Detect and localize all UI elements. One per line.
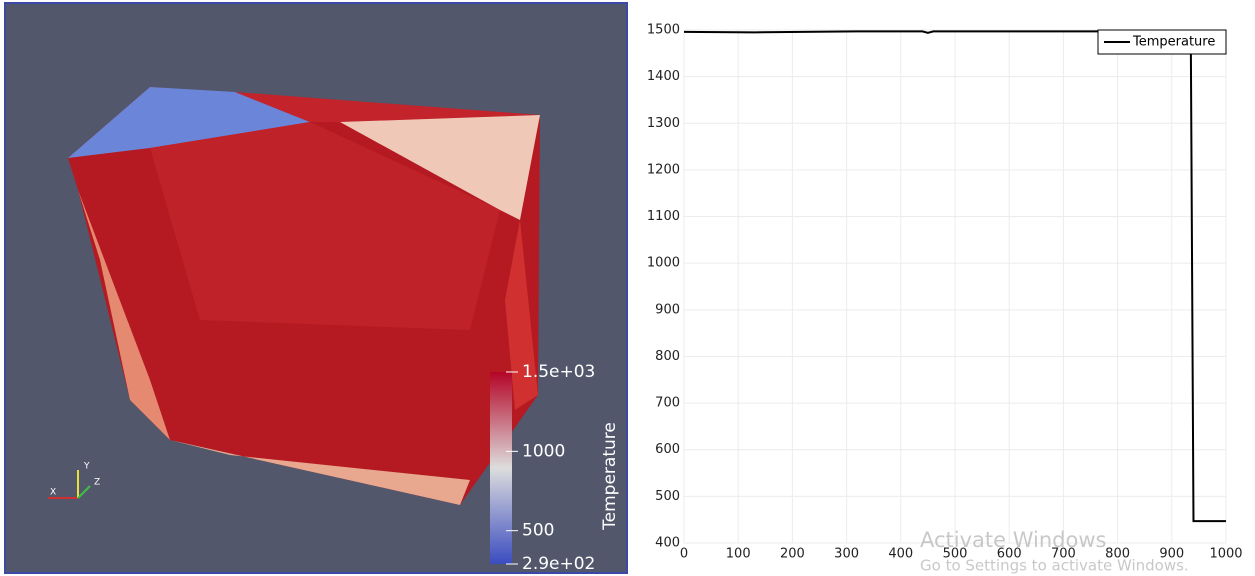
app-window: Temperature 4005006007008009001000110012… [0,0,1255,576]
x-tick-label: 400 [888,547,913,562]
y-tick-label: 1500 [647,23,680,38]
y-tick-label: 1100 [647,209,680,224]
color-bar-label: 500 [522,521,554,541]
x-tick-label: 200 [780,547,805,562]
y-tick-label: 1400 [647,69,680,84]
legend-label: Temperature [1132,35,1215,50]
chart-view[interactable] [632,0,1255,576]
watermark-subtitle: Go to Settings to activate Windows. [920,557,1189,575]
x-tick-label: 1000 [1209,547,1242,562]
y-tick-label: 900 [655,302,680,317]
y-tick-label: 1200 [647,162,680,177]
y-tick-label: 600 [655,442,680,457]
color-bar-title: Temperature [600,422,620,531]
y-tick-label: 500 [655,489,680,504]
y-tick-label: 700 [655,396,680,411]
axis-label: X [50,488,56,498]
color-bar-label: 1000 [522,441,565,461]
color-bar-label: 1.5e+03 [522,362,595,382]
x-tick-label: 100 [726,547,751,562]
color-bar-label: 2.9e+02 [522,554,595,574]
x-tick-label: 0 [680,547,688,562]
y-tick-label: 800 [655,349,680,364]
y-tick-label: 400 [655,536,680,551]
watermark-title: Activate Windows [920,528,1106,552]
x-tick-label: 300 [834,547,859,562]
axis-label: Y [83,462,90,472]
y-tick-label: 1300 [647,116,680,131]
color-bar [490,372,512,564]
y-tick-label: 1000 [647,256,680,271]
axis-label: Z [94,478,100,488]
